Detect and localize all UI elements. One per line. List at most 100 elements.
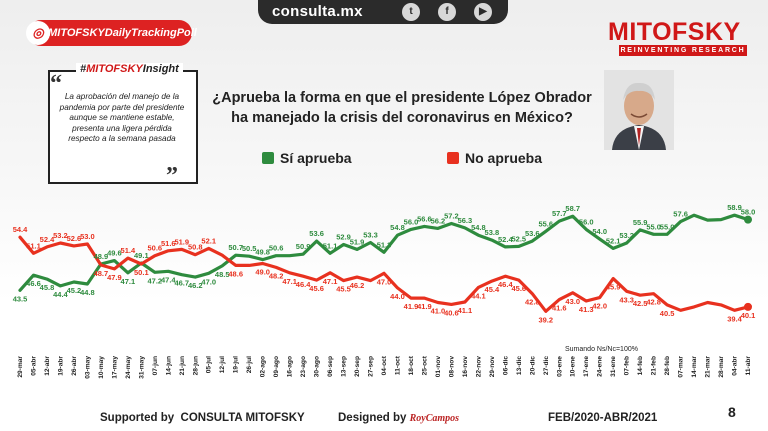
data-label: 53.6	[525, 229, 540, 238]
x-tick-label: 01-nov	[435, 356, 442, 378]
x-tick-label: 24-may	[125, 356, 132, 379]
x-tick-label: 18-oct	[408, 355, 415, 375]
data-label: 51.9	[174, 237, 189, 246]
data-label: 52.4	[40, 235, 55, 244]
president-photo	[604, 70, 674, 150]
x-tick-label: 12-jul	[219, 356, 226, 373]
x-tick-label: 16-ago	[287, 356, 294, 377]
x-tick-label: 21-feb	[651, 356, 658, 375]
youtube-icon[interactable]: ▶	[474, 3, 492, 21]
data-label: 45.6	[512, 284, 527, 293]
data-label: 50.5	[242, 244, 257, 253]
x-tick-label: 06-sep	[327, 356, 334, 377]
data-label: 55.0	[646, 222, 661, 231]
data-label: 56.0	[404, 217, 419, 226]
footer-supported: Supported by CONSULTA MITOFSKY	[100, 412, 305, 424]
data-label: 53.0	[80, 232, 95, 241]
x-tick-label: 07-mar	[678, 356, 685, 378]
facebook-icon[interactable]: f	[438, 3, 456, 21]
close-quote-icon: ”	[166, 163, 178, 189]
data-label: 41.0	[431, 307, 446, 316]
insight-hash: #	[80, 63, 87, 75]
x-tick-label: 28-feb	[664, 356, 671, 375]
data-label: 47.9	[107, 273, 122, 282]
data-label: 50.9	[296, 242, 311, 251]
brand-tagline: REINVENTING RESEARCH	[619, 45, 747, 56]
data-label: 51.1	[26, 241, 41, 250]
data-label: 58.9	[727, 203, 742, 212]
data-label: 53.3	[363, 231, 378, 240]
data-label: 50.6	[269, 244, 284, 253]
data-label: 53.2	[53, 231, 68, 240]
data-label: 50.7	[228, 243, 243, 252]
data-label: 57.6	[673, 210, 688, 219]
data-label: 44.1	[471, 291, 486, 300]
data-label: 44.0	[390, 292, 405, 301]
question-line-1: ¿Aprueba la forma en que el presidente L…	[212, 90, 592, 106]
x-tick-label: 14-jun	[165, 356, 172, 375]
x-tick-label: 22-nov	[475, 356, 482, 378]
insight-suffix: Insight	[142, 63, 179, 75]
x-tick-label: 31-ene	[610, 356, 617, 377]
data-label: 51.1	[323, 241, 338, 250]
data-label: 46.7	[174, 279, 189, 288]
data-label: 44.8	[80, 288, 95, 297]
survey-question: ¿Aprueba la forma en que el presidente L…	[212, 88, 592, 128]
data-label: 50.8	[188, 243, 203, 252]
x-tick-label: 05-abr	[30, 356, 37, 376]
page-number: 8	[728, 404, 736, 420]
twitter-icon[interactable]: t	[402, 3, 420, 21]
series-line-1	[18, 235, 750, 313]
open-quote-icon: “	[50, 71, 62, 97]
data-label: 54.8	[390, 223, 405, 232]
data-label: 56.6	[417, 214, 432, 223]
x-tick-label: 19-jul	[233, 356, 240, 373]
x-tick-label: 13-sep	[341, 356, 348, 377]
data-label: 42.8	[525, 298, 540, 307]
data-label: 46.2	[350, 281, 365, 290]
data-label: 49.1	[134, 251, 149, 260]
question-line-2: ha manejado la crisis del coronavirus en…	[231, 110, 573, 126]
data-label: 52.6	[67, 234, 82, 243]
data-label: 56.2	[431, 216, 446, 225]
data-label: 50.1	[134, 268, 149, 277]
x-tick-label: 11-abr	[745, 356, 752, 376]
x-tick-label: 17-ene	[583, 356, 590, 377]
data-label: 51.9	[350, 237, 365, 246]
data-label: 52.4	[498, 235, 513, 244]
hashtag-text: #MITOFSKYDailyTrackingPoll	[42, 27, 197, 39]
data-label: 51.3	[377, 240, 392, 249]
x-tick-label: 02-ago	[260, 356, 267, 377]
x-tick-label: 23-ago	[300, 356, 307, 377]
x-tick-label: 10-may	[98, 356, 105, 379]
x-tick-label: 24-ene	[597, 356, 604, 377]
data-label: 39.2	[538, 315, 553, 324]
data-label: 43.3	[619, 295, 634, 304]
data-label: 52.1	[606, 236, 621, 245]
x-tick-label: 28-jun	[192, 356, 199, 375]
x-tick-label: 27-dic	[543, 356, 550, 375]
x-tick-label: 13-dic	[516, 356, 523, 375]
data-label: 40.5	[660, 309, 675, 318]
data-label: 45.5	[336, 285, 351, 294]
x-tick-label: 26-abr	[71, 356, 78, 376]
x-tick-label: 21-mar	[705, 356, 712, 378]
data-label: 40.1	[741, 311, 756, 320]
data-label: 58.7	[565, 204, 580, 213]
data-label: 55.0	[660, 222, 675, 231]
x-tick-label: 11-oct	[394, 355, 401, 375]
legend-approve-swatch	[262, 152, 274, 164]
data-label: 56.0	[579, 217, 594, 226]
site-link[interactable]: consulta.mx	[272, 3, 363, 20]
x-tick-label: 17-may	[111, 356, 118, 379]
legend-approve-label: Sí aprueba	[280, 150, 352, 166]
data-label: 41.9	[417, 302, 432, 311]
x-tick-label: 08-nov	[448, 356, 455, 378]
data-label: 43.0	[565, 297, 580, 306]
data-label: 49.8	[255, 248, 270, 257]
data-label: 47.2	[148, 276, 163, 285]
data-label: 41.3	[579, 305, 594, 314]
top-bar	[258, 0, 508, 24]
x-tick-label: 12-abr	[44, 356, 51, 376]
